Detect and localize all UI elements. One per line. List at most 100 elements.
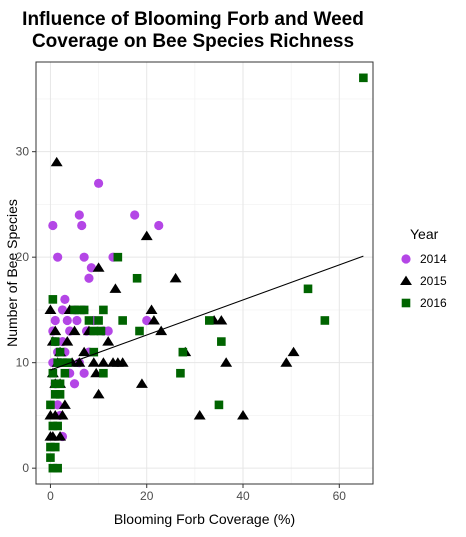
data-point bbox=[74, 210, 84, 220]
data-point bbox=[205, 316, 214, 325]
data-point bbox=[130, 210, 140, 220]
data-point bbox=[287, 346, 300, 357]
data-point bbox=[46, 400, 55, 410]
grid-minor bbox=[36, 62, 373, 484]
data-point bbox=[48, 463, 58, 473]
data-point bbox=[84, 316, 94, 325]
data-point bbox=[116, 357, 129, 367]
x-tick-label: 60 bbox=[333, 489, 347, 503]
y-tick-label: 0 bbox=[22, 461, 29, 475]
data-point bbox=[154, 220, 164, 231]
data-point bbox=[55, 347, 65, 357]
data-point bbox=[155, 325, 168, 336]
data-point bbox=[68, 325, 81, 336]
chart-title: Influence of Blooming Forb and WeedCover… bbox=[22, 9, 364, 52]
data-point bbox=[48, 368, 58, 378]
data-point bbox=[50, 156, 63, 167]
y-tick-label: 10 bbox=[16, 356, 30, 370]
data-point bbox=[50, 315, 60, 326]
data-point bbox=[48, 295, 58, 304]
legend-label: 2016 bbox=[420, 296, 447, 310]
x-axis: 0 20 40 60 bbox=[47, 484, 346, 503]
y-axis: 0 10 20 30 bbox=[16, 145, 36, 475]
data-point bbox=[70, 305, 79, 315]
plot-background bbox=[36, 62, 373, 484]
trendline bbox=[50, 255, 364, 371]
series-2016 bbox=[46, 73, 368, 473]
legend: Year 2014 2015 2016 bbox=[400, 226, 447, 310]
data-point bbox=[103, 326, 113, 336]
data-point bbox=[75, 305, 84, 315]
data-point bbox=[79, 368, 89, 378]
legend-entry-2016: 2016 bbox=[401, 296, 447, 310]
plot-area bbox=[35, 61, 374, 485]
y-tick-label: 30 bbox=[16, 145, 30, 159]
data-point bbox=[87, 357, 100, 367]
data-point bbox=[93, 178, 104, 188]
legend-entry-2014: 2014 bbox=[401, 252, 447, 266]
legend-label: 2015 bbox=[420, 274, 447, 288]
data-point bbox=[44, 304, 57, 314]
data-point bbox=[142, 315, 152, 326]
x-tick-label: 40 bbox=[236, 489, 250, 503]
data-point bbox=[61, 336, 74, 346]
legend-title: Year bbox=[410, 226, 439, 242]
data-point bbox=[84, 273, 94, 283]
data-point bbox=[237, 410, 249, 420]
data-point bbox=[54, 431, 67, 441]
data-point bbox=[44, 431, 57, 441]
data-point bbox=[145, 304, 158, 314]
data-point bbox=[79, 305, 89, 315]
data-point bbox=[135, 326, 144, 336]
data-point bbox=[96, 326, 106, 336]
y-tick-label: 20 bbox=[16, 250, 30, 264]
data-point bbox=[99, 368, 108, 378]
data-point bbox=[49, 325, 62, 336]
data-point bbox=[214, 400, 224, 410]
legend-entry-2015: 2015 bbox=[400, 274, 447, 288]
data-point bbox=[60, 368, 70, 378]
data-point bbox=[48, 421, 58, 431]
data-point bbox=[53, 252, 63, 262]
data-point bbox=[77, 220, 87, 231]
data-point bbox=[303, 284, 313, 294]
data-point bbox=[89, 326, 99, 336]
x-tick-label: 20 bbox=[140, 489, 154, 503]
trendline-path bbox=[50, 255, 364, 371]
data-point bbox=[53, 463, 62, 473]
data-point bbox=[78, 346, 91, 357]
data-point bbox=[48, 220, 58, 231]
data-point bbox=[320, 316, 330, 325]
data-point bbox=[62, 315, 72, 326]
data-point bbox=[89, 347, 99, 357]
legend-label: 2014 bbox=[420, 252, 447, 266]
x-axis-label: Blooming Forb Coverage (%) bbox=[114, 511, 295, 527]
data-point bbox=[359, 73, 368, 83]
data-point bbox=[69, 379, 80, 389]
data-point bbox=[132, 273, 142, 283]
data-point bbox=[280, 357, 293, 367]
chart-title-line: Influence of Blooming Forb and Weed bbox=[22, 9, 364, 30]
data-point bbox=[50, 390, 60, 399]
data-point bbox=[50, 379, 60, 389]
data-point bbox=[102, 336, 115, 346]
data-point bbox=[53, 400, 63, 410]
data-point bbox=[60, 294, 70, 304]
data-point bbox=[56, 410, 69, 420]
y-axis-label: Number of Bee Species bbox=[4, 199, 20, 347]
data-point bbox=[118, 316, 127, 325]
data-point bbox=[135, 378, 148, 388]
data-point bbox=[92, 262, 105, 272]
data-point bbox=[50, 337, 60, 346]
data-point bbox=[53, 358, 62, 367]
legend-key bbox=[400, 275, 412, 286]
data-point bbox=[97, 357, 110, 367]
data-point bbox=[58, 358, 67, 367]
data-point bbox=[94, 316, 103, 325]
data-point bbox=[109, 283, 122, 293]
data-point bbox=[79, 252, 89, 262]
data-point bbox=[57, 305, 68, 315]
data-point bbox=[86, 263, 96, 273]
data-point bbox=[220, 357, 233, 367]
